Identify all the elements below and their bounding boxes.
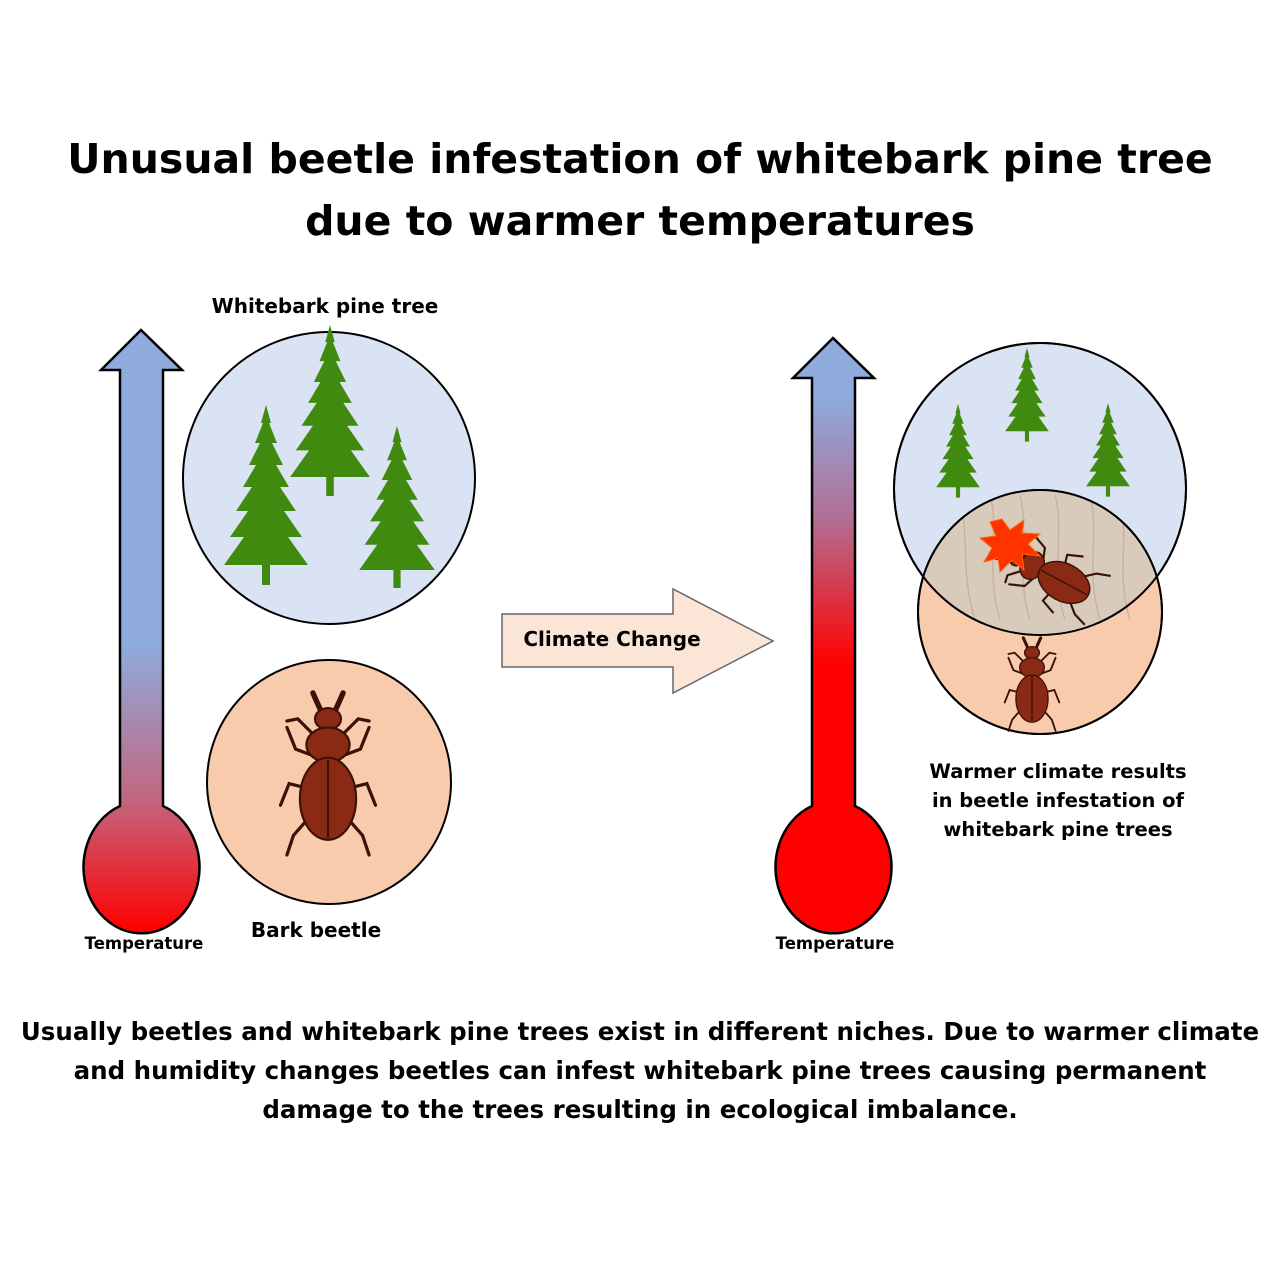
beetle-niche-outline [917,489,1163,735]
tree-niche-outline [893,342,1187,636]
result-line-2: in beetle infestation of [931,789,1185,812]
tree-label: Whitebark pine tree [211,294,439,318]
climate-change-arrow [501,587,775,695]
right-temperature-label: Temperature [775,934,895,953]
summary-line-1: Usually beetles and whitebark pine trees… [20,1017,1260,1046]
beetle-label: Bark beetle [250,918,382,942]
impact-burst-icon [978,518,1042,574]
result-line-1: Warmer climate results [929,760,1187,783]
right-thermometer-arrow [774,336,893,935]
left-thermometer-arrow [82,328,201,935]
summary-line-2: and humidity changes beetles can infest … [73,1056,1207,1085]
figure-title: Unusual beetle infestation of whitebark … [0,128,1280,252]
title-line-2: due to warmer temperatures [305,197,975,245]
right-thermometer [774,336,893,935]
left-temperature-label: Temperature [84,934,204,953]
summary-text: Usually beetles and whitebark pine trees… [20,1012,1260,1129]
climate-change-label: Climate Change [523,627,701,651]
overlap-bark-region [918,490,1162,635]
tree-niche-circle [182,325,476,625]
beetle-niche-circle [206,659,452,905]
left-thermometer [82,328,201,935]
title-line-1: Unusual beetle infestation of whitebark … [67,135,1213,183]
summary-line-3: damage to the trees resulting in ecologi… [262,1095,1018,1124]
result-line-3: whitebark pine trees [943,818,1173,841]
result-caption: Warmer climate results in beetle infesta… [918,757,1198,844]
